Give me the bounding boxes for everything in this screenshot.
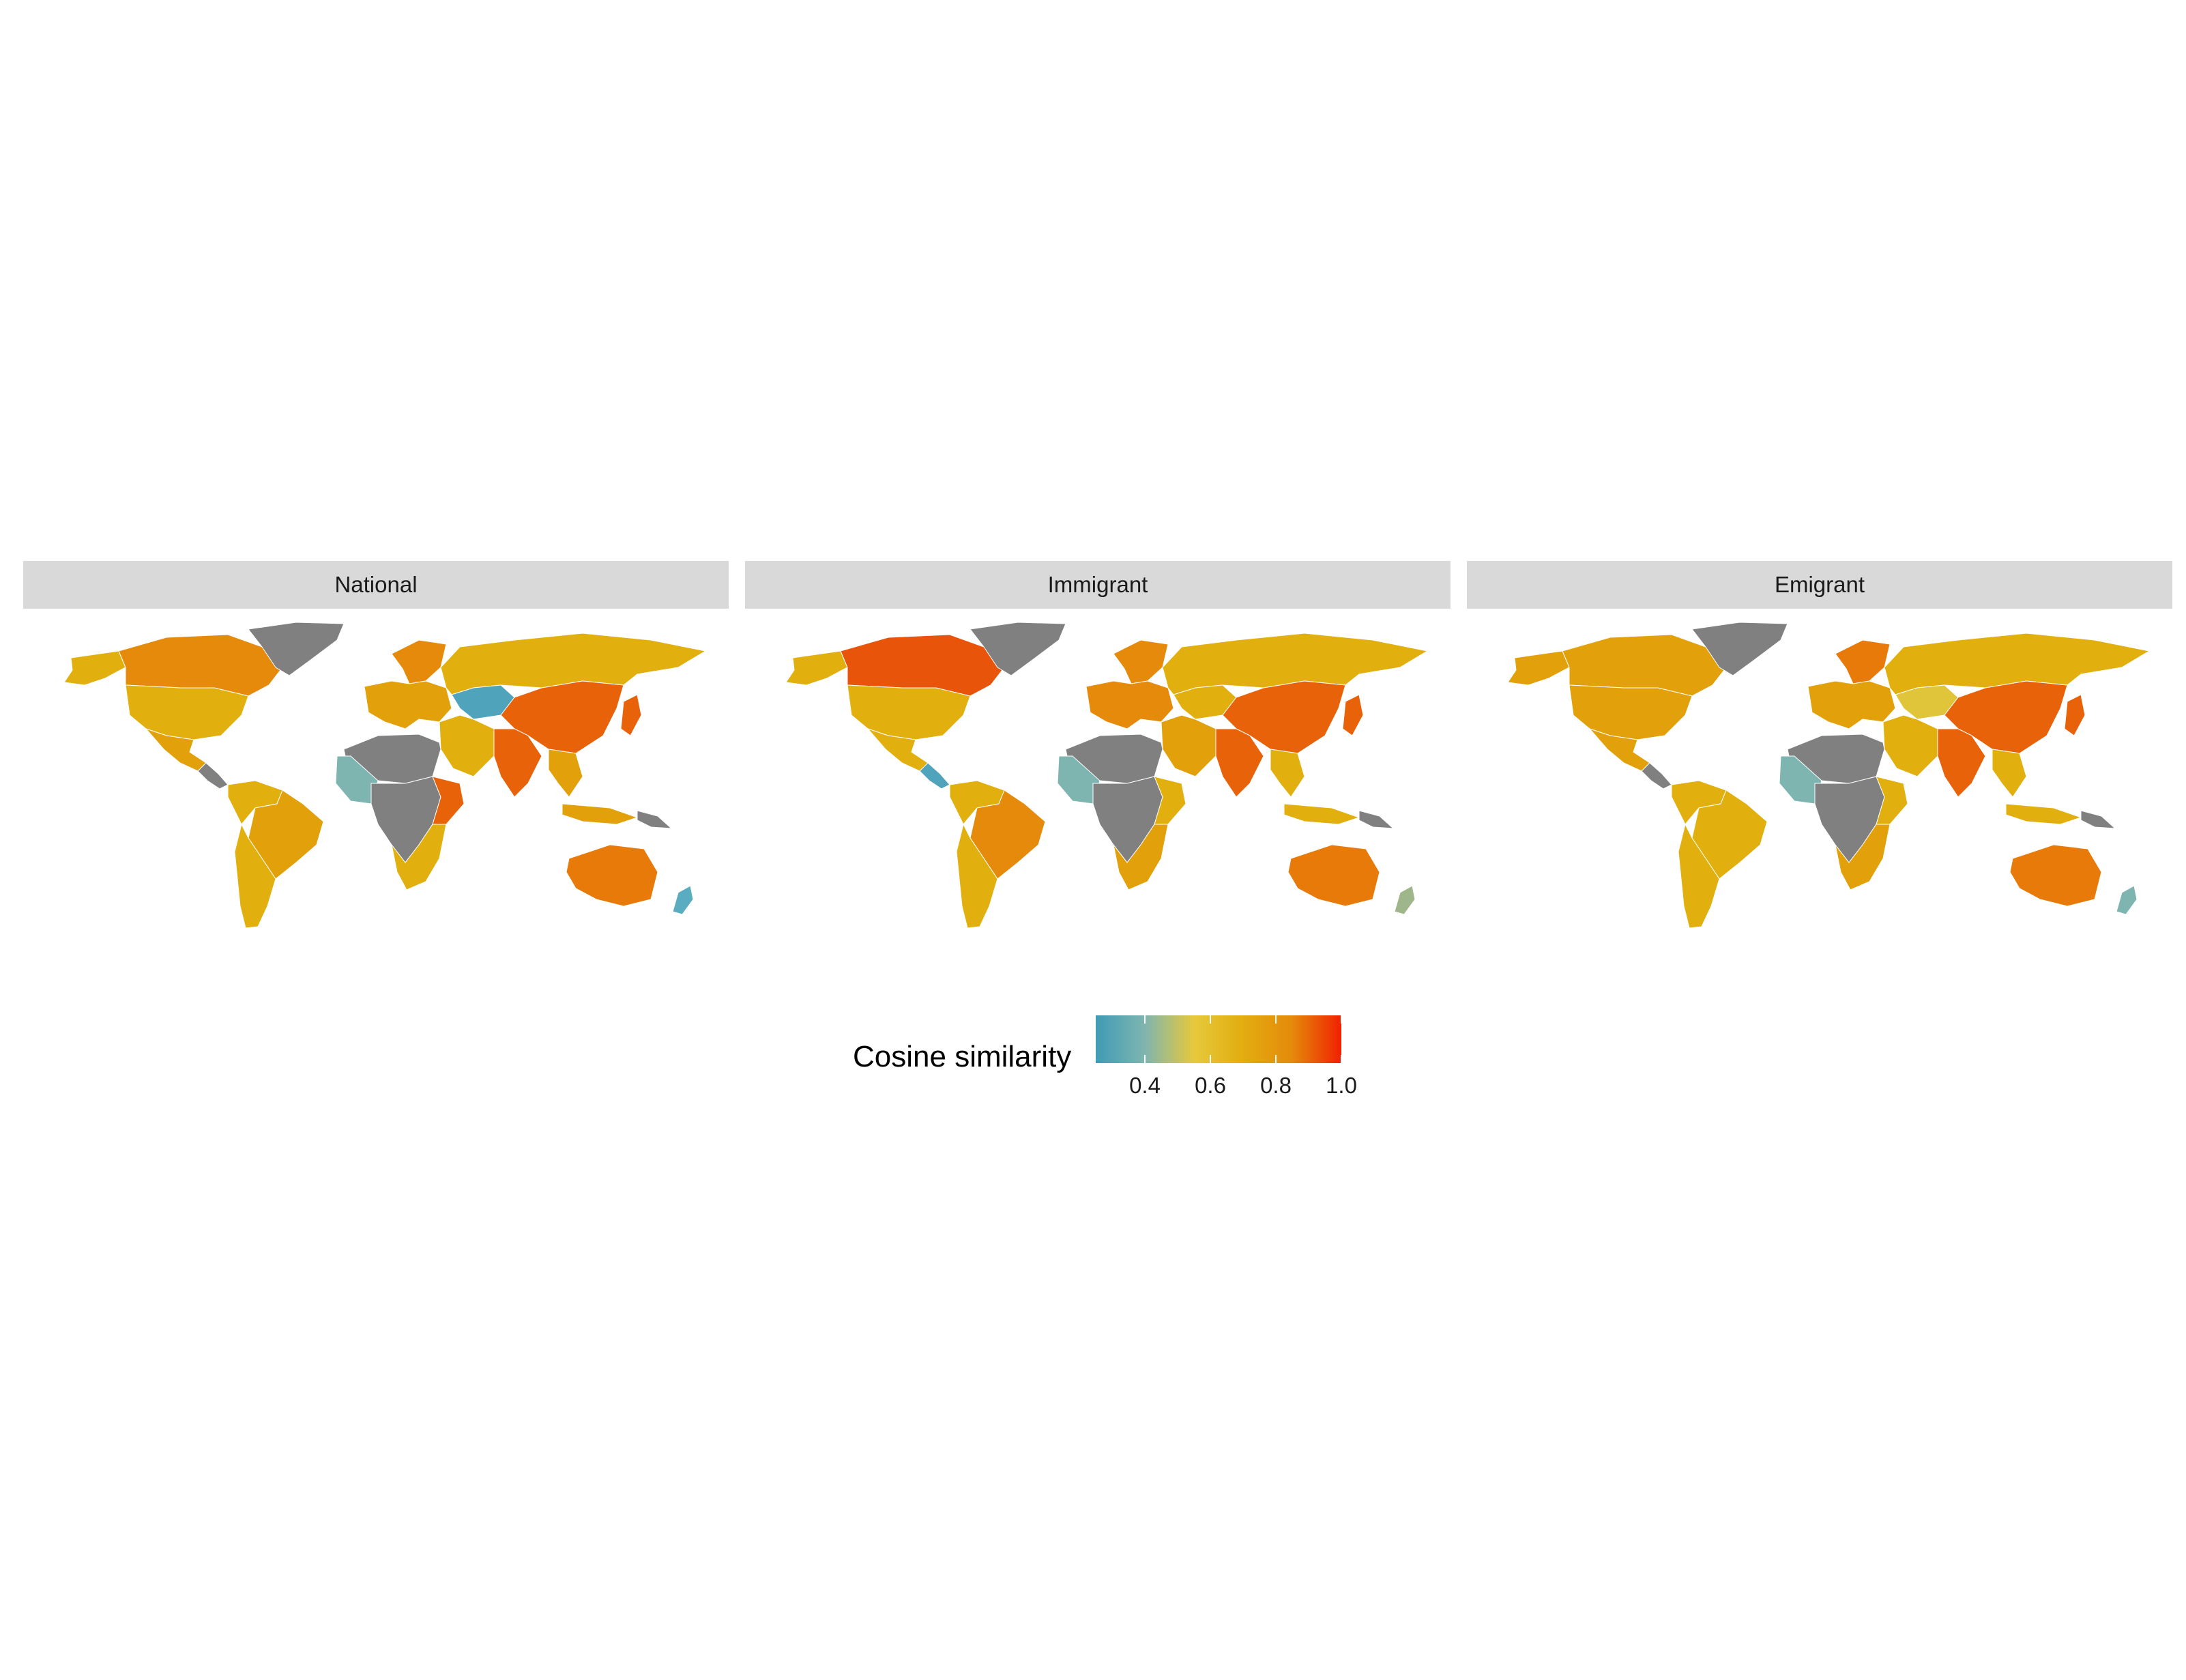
- region-indonesia: [2005, 803, 2082, 825]
- region-central-am: [1641, 762, 1672, 790]
- region-usa: [125, 684, 249, 740]
- region-europe: [364, 680, 452, 729]
- region-se-asia: [1270, 749, 1305, 798]
- region-alaska: [1507, 650, 1570, 686]
- region-pacific: [2080, 810, 2116, 829]
- panel-title: Emigrant: [1467, 561, 2172, 609]
- region-nz: [672, 885, 694, 915]
- region-greenland: [248, 622, 345, 676]
- region-scandinavia: [391, 639, 447, 684]
- map-panel-immigrant: Immigrant: [745, 561, 1451, 944]
- region-europe: [1085, 680, 1174, 729]
- region-argentina: [234, 823, 276, 929]
- region-mideast: [1161, 714, 1216, 777]
- region-nz: [2116, 885, 2138, 915]
- panel-title: Immigrant: [745, 561, 1451, 609]
- legend-tick-label: 1.0: [1326, 1073, 1357, 1098]
- region-australia: [566, 844, 658, 907]
- region-japan: [620, 694, 642, 736]
- region-s-africa: [1835, 824, 1891, 890]
- region-pacific: [637, 810, 673, 829]
- region-india: [493, 728, 542, 798]
- region-usa: [847, 684, 971, 740]
- region-argentina: [1678, 823, 1720, 929]
- region-australia: [2009, 844, 2102, 907]
- region-scandinavia: [1835, 639, 1891, 684]
- panel-title: National: [23, 561, 729, 609]
- region-central-am: [919, 762, 950, 790]
- region-india: [1937, 728, 1986, 798]
- world-map: [1507, 622, 2151, 929]
- region-europe: [1807, 680, 1896, 729]
- region-se-asia: [1992, 749, 2027, 798]
- region-s-africa: [1113, 824, 1169, 890]
- region-japan: [1342, 694, 1364, 736]
- region-japan: [2064, 694, 2086, 736]
- region-scandinavia: [1113, 639, 1169, 684]
- region-argentina: [956, 823, 998, 929]
- region-india: [1215, 728, 1264, 798]
- legend-tick-label: 0.8: [1260, 1073, 1292, 1098]
- legend-tick-label: 0.4: [1129, 1073, 1161, 1098]
- region-central-am: [197, 762, 229, 790]
- region-greenland: [970, 622, 1066, 676]
- region-indonesia: [1283, 803, 1360, 825]
- region-pacific: [1358, 810, 1395, 829]
- region-usa: [1569, 684, 1693, 740]
- legend-title: Cosine similarity: [853, 1040, 1072, 1073]
- region-canada: [840, 634, 1005, 697]
- region-s-africa: [391, 824, 447, 890]
- color-legend: Cosine similarity 0.4 0.6 0.8 1.0: [846, 1013, 1365, 1108]
- region-mideast: [1882, 714, 1938, 777]
- region-canada: [1562, 634, 1727, 697]
- world-map: [63, 622, 707, 929]
- region-mideast: [439, 714, 495, 777]
- region-alaska: [785, 650, 848, 686]
- region-canada: [118, 634, 283, 697]
- legend-tick-label: 0.6: [1195, 1073, 1226, 1098]
- region-indonesia: [562, 803, 639, 825]
- region-greenland: [1691, 622, 1788, 676]
- map-panel-emigrant: Emigrant: [1467, 561, 2172, 944]
- world-map: [785, 622, 1429, 929]
- region-nz: [1394, 885, 1416, 915]
- map-panel-national: National: [23, 561, 729, 944]
- legend-colorbar: 0.4 0.6 0.8 1.0: [1096, 1015, 1357, 1098]
- region-alaska: [63, 650, 126, 686]
- region-se-asia: [548, 749, 583, 798]
- region-australia: [1287, 844, 1380, 907]
